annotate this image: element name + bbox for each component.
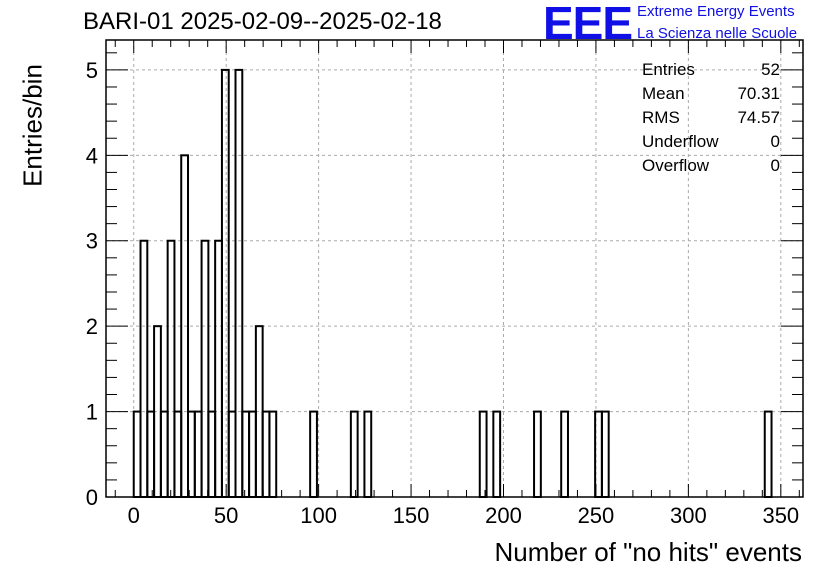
x-tick-label: 350 (762, 503, 799, 528)
histogram-bin (207, 410, 217, 498)
y-tick-labels: 0 1 2 3 4 5 (86, 58, 98, 510)
histogram-bin (146, 410, 156, 498)
histogram-bin (492, 410, 502, 498)
histogram-bin (600, 410, 610, 498)
eee-logo: EEE (543, 0, 633, 49)
histogram-bin (560, 410, 569, 498)
stats-box: Entries 52 Mean 70.31 RMS 74.57 Underflo… (642, 59, 780, 179)
y-tick-label: 3 (86, 229, 98, 254)
histogram-bin (268, 410, 278, 498)
stat-overflow-label: Overflow (642, 156, 710, 175)
chart-title: BARI-01 2025-02-09--2025-02-18 (83, 8, 442, 35)
histogram-bin (309, 410, 318, 498)
x-tick-labels: 0 50 100 150 200 250 300 350 (128, 503, 800, 528)
y-axis-label: Entries/bin (17, 64, 48, 187)
stat-overflow: Overflow 0 (642, 155, 780, 179)
logo-line-2: La Scienza nelle Scuole (637, 25, 798, 42)
axes (105, 39, 804, 498)
stat-rms-value: 74.57 (737, 108, 780, 127)
stat-rms-label: RMS (642, 108, 680, 127)
histogram-bin (139, 239, 149, 498)
stat-mean-label: Mean (642, 84, 685, 103)
histogram-bin (200, 239, 210, 498)
histogram-bin (166, 239, 176, 498)
y-tick-label: 4 (86, 143, 98, 168)
x-tick-label: 50 (214, 503, 238, 528)
x-tick-label: 0 (128, 503, 140, 528)
x-axis-label: Number of "no hits" events (494, 537, 803, 567)
stat-entries: Entries 52 (642, 59, 780, 83)
x-tick-label: 300 (670, 503, 707, 528)
logo-line-1: Extreme Energy Events (637, 3, 795, 20)
stat-overflow-value: 0 (770, 156, 780, 175)
x-tick-label: 250 (578, 503, 615, 528)
x-tick-label: 150 (393, 503, 430, 528)
x-tick-label: 100 (300, 503, 337, 528)
plot-frame (105, 39, 804, 498)
stat-mean-value: 70.31 (737, 84, 780, 103)
y-tick-label: 0 (86, 485, 98, 510)
histogram-bin (763, 410, 773, 498)
histogram-bin (227, 410, 237, 498)
histogram-bin (159, 410, 169, 498)
stat-mean: Mean 70.31 (642, 83, 780, 107)
stat-rms: RMS 74.57 (642, 107, 780, 131)
histogram-bin (478, 410, 488, 498)
histogram-bin (248, 410, 257, 498)
histogram-bin (349, 410, 359, 498)
histogram-bin (173, 410, 183, 498)
y-tick-label: 2 (86, 314, 98, 339)
histogram-bin (187, 410, 196, 498)
histogram-bin (533, 410, 542, 498)
histogram-bin (261, 410, 271, 498)
histogram-bin (214, 239, 223, 498)
histogram-bin (363, 410, 373, 498)
stat-underflow: Underflow 0 (642, 131, 780, 155)
histogram-bin (132, 410, 142, 498)
stat-entries-label: Entries (642, 60, 695, 79)
stat-underflow-label: Underflow (642, 132, 719, 151)
stat-underflow-value: 0 (770, 132, 780, 151)
x-tick-label: 200 (485, 503, 522, 528)
histogram-bin (220, 68, 230, 499)
histogram-bin (234, 68, 244, 499)
y-tick-label: 5 (86, 58, 98, 83)
stat-entries-value: 52 (761, 60, 780, 79)
y-tick-label: 1 (86, 400, 98, 425)
histogram-bin (193, 410, 203, 498)
histogram-bin (241, 410, 251, 498)
